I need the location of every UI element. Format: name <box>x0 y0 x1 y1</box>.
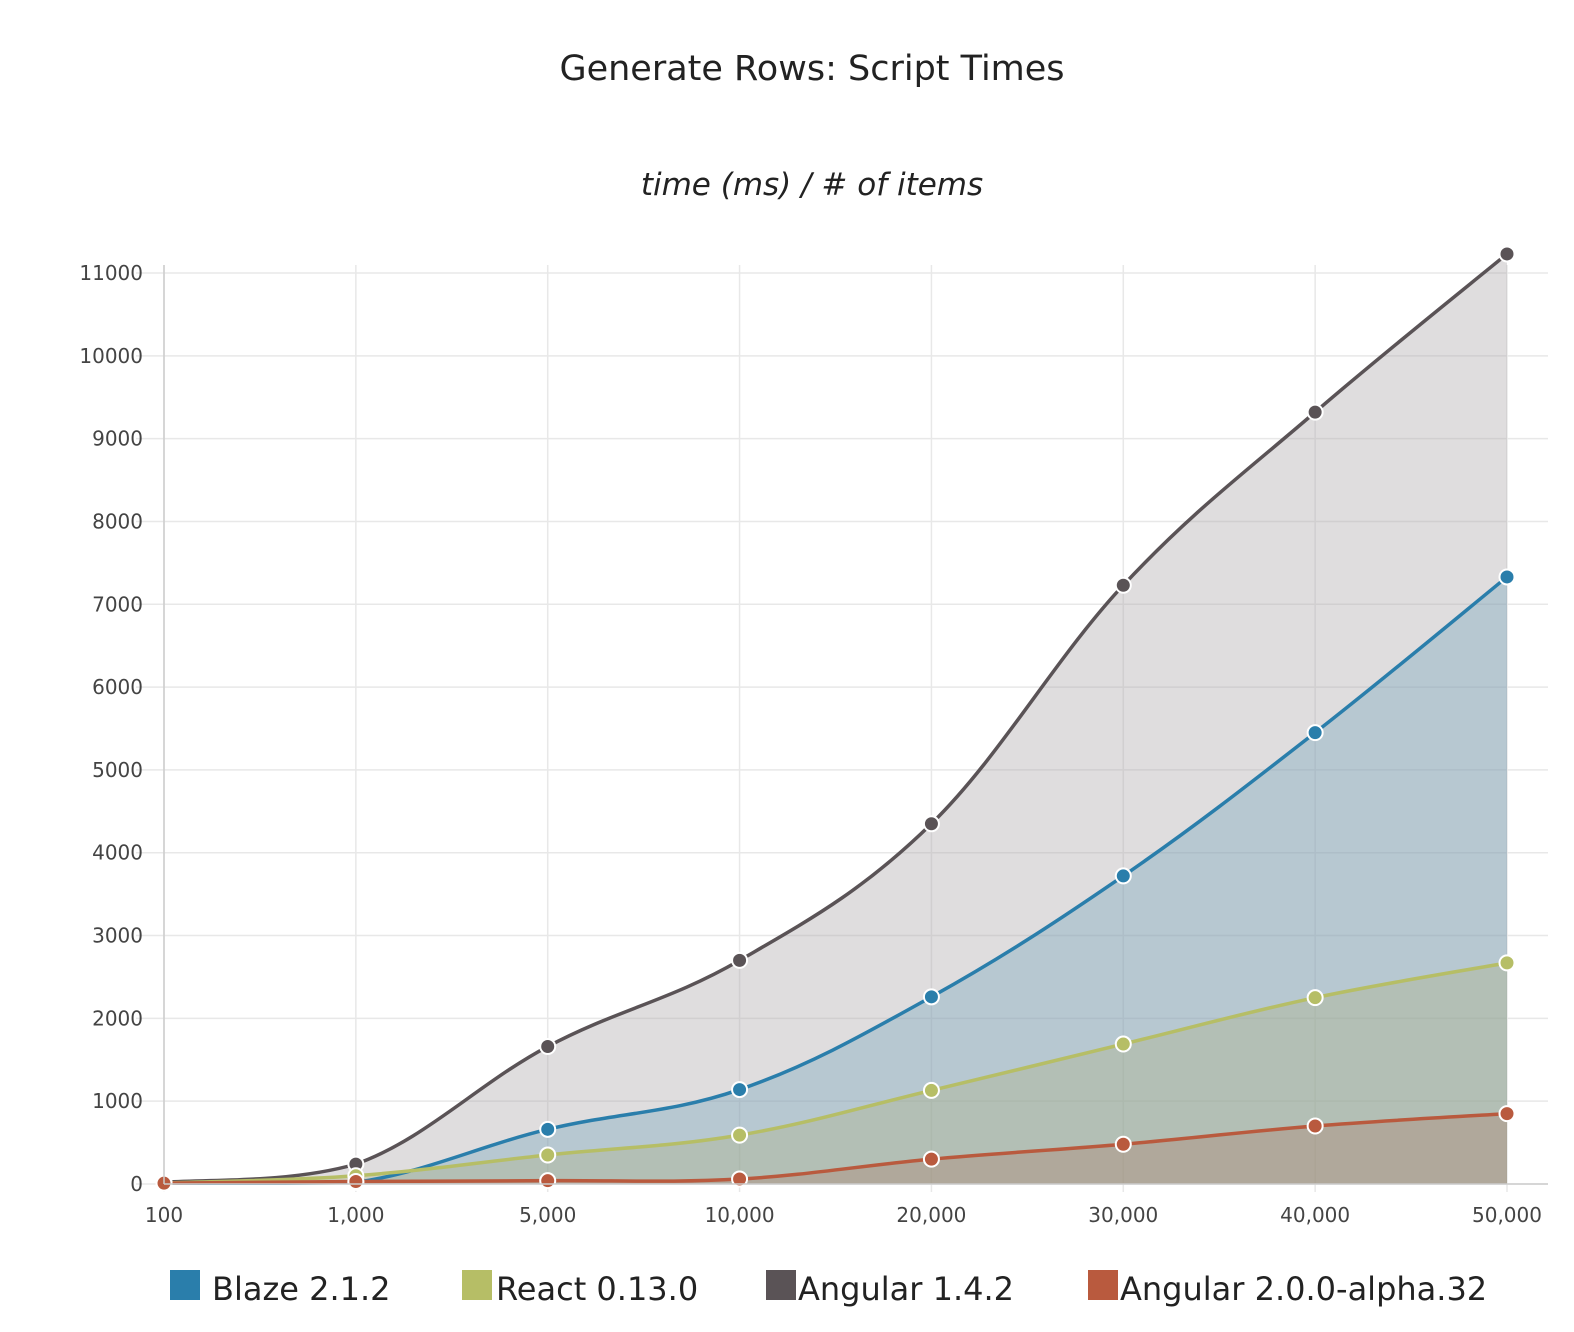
point-react-0-13-0-5000[interactable] <box>539 1146 557 1164</box>
x-tick-label: 10,000 <box>705 1203 775 1227</box>
x-tick-label: 40,000 <box>1280 1203 1350 1227</box>
point-react-0-13-0-50000[interactable] <box>1498 954 1516 972</box>
x-tick-label: 30,000 <box>1088 1203 1158 1227</box>
y-tick-label: 3000 <box>92 924 143 948</box>
point-angular-1-4-2-5000[interactable] <box>539 1038 557 1056</box>
point-angular-2-0-0-alpha-32-40000[interactable] <box>1306 1117 1324 1135</box>
point-blaze-2-1-2-40000[interactable] <box>1306 724 1324 742</box>
legend-label-angular-1-4-2[interactable]: Angular 1.4.2 <box>798 1270 1014 1308</box>
axes: 0 1000 2000 3000 4000 5000 6000 7000 8000 9000 100… <box>79 261 1548 1227</box>
legend: Blaze 2.1.2 React 0.13.0 Angular 1.4.2 Angu… <box>170 1270 1487 1308</box>
data-points <box>155 245 1516 1192</box>
point-angular-1-4-2-40000[interactable] <box>1306 403 1324 421</box>
y-tick-label: 6000 <box>92 675 143 699</box>
point-angular-2-0-0-alpha-32-50000[interactable] <box>1498 1105 1516 1123</box>
legend-label-angular-2-0-0-alpha-32[interactable]: Angular 2.0.0-alpha.32 <box>1120 1270 1487 1308</box>
area-angular-2-0-0-alpha-32 <box>164 1113 1507 1184</box>
y-tick-label: 5000 <box>92 758 143 782</box>
point-angular-2-0-0-alpha-32-5000[interactable] <box>539 1172 557 1190</box>
x-tick-label: 5,000 <box>519 1203 576 1227</box>
legend-swatch-blaze-2-1-2 <box>170 1270 200 1300</box>
series-areas <box>164 253 1507 1185</box>
point-blaze-2-1-2-10000[interactable] <box>731 1081 749 1099</box>
line-blaze-2-1-2 <box>162 575 1509 1186</box>
y-tick-label: 9000 <box>92 427 143 451</box>
point-react-0-13-0-20000[interactable] <box>922 1081 940 1099</box>
point-blaze-2-1-2-30000[interactable] <box>1114 867 1132 885</box>
point-blaze-2-1-2-50000[interactable] <box>1498 568 1516 586</box>
line-angular-2-0-0-alpha-32 <box>162 1111 1509 1185</box>
point-angular-2-0-0-alpha-32-20000[interactable] <box>922 1150 940 1168</box>
area-angular-1-4-2 <box>164 253 1507 1185</box>
x-tick-label: 50,000 <box>1472 1203 1542 1227</box>
y-tick-label: 1000 <box>92 1089 143 1113</box>
x-tick-label: 1,000 <box>327 1203 384 1227</box>
point-angular-1-4-2-10000[interactable] <box>731 951 749 969</box>
point-angular-2-0-0-alpha-32-30000[interactable] <box>1114 1135 1132 1153</box>
x-tick-label: 20,000 <box>896 1203 966 1227</box>
point-blaze-2-1-2-5000[interactable] <box>539 1120 557 1138</box>
point-angular-2-0-0-alpha-32-1000[interactable] <box>347 1173 365 1191</box>
legend-label-react-0-13-0[interactable]: React 0.13.0 <box>496 1270 698 1308</box>
y-tick-label: 2000 <box>92 1006 143 1030</box>
point-angular-1-4-2-50000[interactable] <box>1498 245 1516 263</box>
legend-swatch-angular-1-4-2 <box>766 1270 796 1300</box>
legend-swatch-angular-2-0-0-alpha-32 <box>1088 1270 1118 1300</box>
x-tick-label: 100 <box>145 1203 183 1227</box>
legend-swatch-react-0-13-0 <box>462 1270 492 1300</box>
point-angular-1-4-2-30000[interactable] <box>1114 576 1132 594</box>
line-angular-1-4-2 <box>162 252 1509 1185</box>
area-react-0-13-0 <box>164 962 1507 1184</box>
series-lines <box>162 252 1509 1186</box>
y-tick-label: 11000 <box>79 261 143 285</box>
legend-label-blaze-2-1-2[interactable]: Blaze 2.1.2 <box>212 1270 391 1308</box>
y-tick-label: 8000 <box>92 509 143 533</box>
chart-title: Generate Rows: Script Times <box>559 49 1064 89</box>
line-react-0-13-0 <box>162 961 1509 1185</box>
point-react-0-13-0-30000[interactable] <box>1114 1035 1132 1053</box>
y-tick-label: 7000 <box>92 592 143 616</box>
point-angular-2-0-0-alpha-32-10000[interactable] <box>731 1170 749 1188</box>
y-tick-label: 10000 <box>79 344 143 368</box>
y-tick-label: 0 <box>130 1172 143 1196</box>
y-tick-label: 4000 <box>92 841 143 865</box>
point-react-0-13-0-10000[interactable] <box>731 1126 749 1144</box>
chart-subtitle: time (ms) / # of items <box>641 167 983 203</box>
point-react-0-13-0-40000[interactable] <box>1306 989 1324 1007</box>
point-angular-1-4-2-20000[interactable] <box>922 815 940 833</box>
point-blaze-2-1-2-20000[interactable] <box>922 988 940 1006</box>
